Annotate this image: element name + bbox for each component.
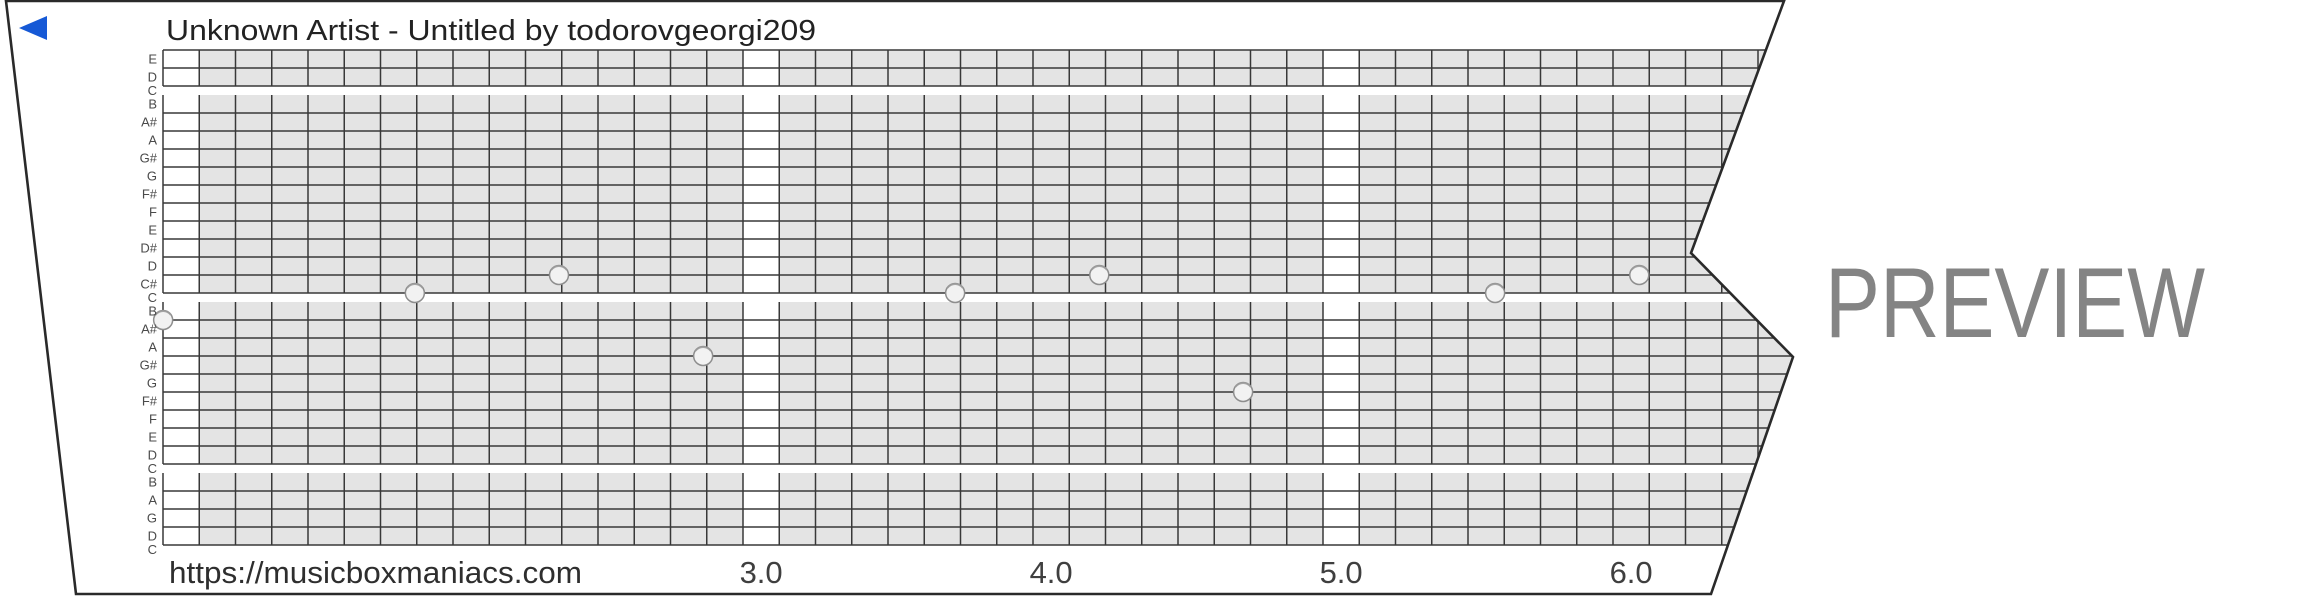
note-row-label: E <box>148 430 157 445</box>
beat-accent-column <box>743 95 780 293</box>
note-row-label: F# <box>142 394 158 409</box>
note-row-label: D <box>148 70 157 85</box>
note-row-label: G <box>147 376 157 391</box>
note-row-label: G <box>147 511 157 526</box>
note-row-label: C <box>148 461 157 476</box>
note-row-label: A# <box>141 322 158 337</box>
note-row-label: D <box>148 259 157 274</box>
beat-number: 5.0 <box>1320 555 1363 590</box>
note-row-block <box>163 95 1793 293</box>
note-row-label: A <box>148 133 157 148</box>
note-dot-rim <box>154 310 172 316</box>
beat-accent-column <box>163 302 200 464</box>
beat-accent-column <box>163 95 200 293</box>
beat-number-row: 3.0 4.0 5.0 6.0 <box>740 555 1653 590</box>
note-dot-rim <box>1234 382 1252 388</box>
note-row-label: G# <box>140 151 158 166</box>
note-dot-rim <box>694 346 712 352</box>
preview-watermark: PREVIEW <box>1825 247 2205 358</box>
note-row-label: E <box>148 52 157 67</box>
note-row-label: D <box>148 529 157 544</box>
play-icon[interactable] <box>19 16 47 40</box>
note-row-label: A# <box>141 115 158 130</box>
beat-number: 3.0 <box>740 555 783 590</box>
note-row-label: B <box>148 97 157 112</box>
site-url: https://musicboxmaniacs.com <box>169 555 582 590</box>
note-row-label: C <box>148 542 157 557</box>
note-row-label: B <box>148 475 157 490</box>
beat-number: 6.0 <box>1610 555 1653 590</box>
note-row-label: E <box>148 223 157 238</box>
beat-accent-column <box>1323 95 1360 293</box>
beat-accent-column <box>743 302 780 464</box>
note-row-label: G <box>147 169 157 184</box>
beat-number: 4.0 <box>1030 555 1073 590</box>
note-dot-rim <box>1486 283 1504 289</box>
note-row-label: D <box>148 448 157 463</box>
note-dot-rim <box>406 283 424 289</box>
note-row-label: G# <box>140 358 158 373</box>
note-row-label: C# <box>140 277 157 292</box>
note-grid <box>152 49 1793 546</box>
strip-outline <box>4 0 1795 596</box>
note-dot-rim <box>1630 265 1648 271</box>
note-dot-rim <box>1090 265 1108 271</box>
note-dot-rim <box>946 283 964 289</box>
note-row-label: A <box>148 340 157 355</box>
note-row-label: D# <box>140 241 157 256</box>
note-row-label: C <box>148 83 157 98</box>
song-title: Unknown Artist - Untitled by todorovgeor… <box>166 15 816 47</box>
beat-accent-column <box>1323 302 1360 464</box>
note-row-label: A <box>148 493 157 508</box>
note-row-label: F <box>149 412 157 427</box>
note-row-label: F <box>149 205 157 220</box>
note-row-label: B <box>148 304 157 319</box>
note-row-label: F# <box>142 187 158 202</box>
note-dot-rim <box>550 265 568 271</box>
note-row-block <box>163 302 1793 464</box>
note-row-label: C <box>148 290 157 305</box>
